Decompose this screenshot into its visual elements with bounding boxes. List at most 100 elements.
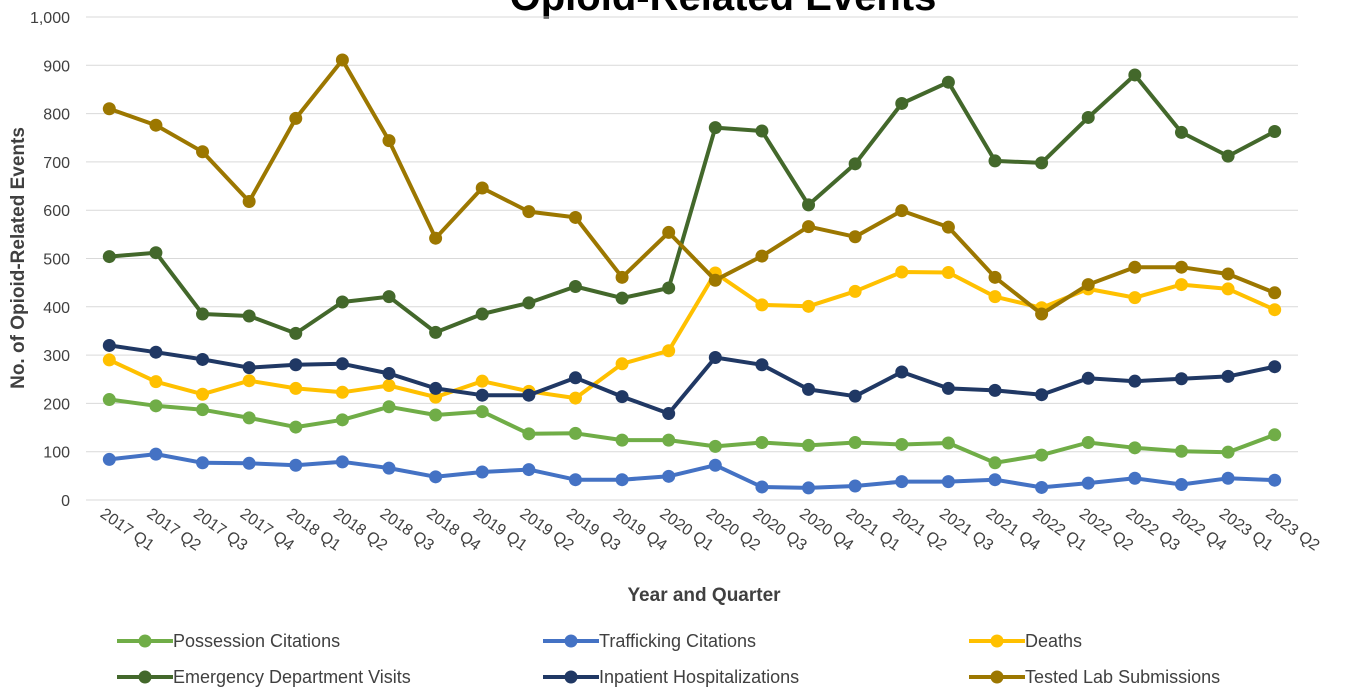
data-point	[708, 121, 722, 135]
data-point	[1174, 372, 1188, 386]
data-point	[895, 437, 909, 451]
legend-item: Inpatient Hospitalizations	[543, 667, 799, 687]
legend-item: Trafficking Citations	[543, 631, 756, 651]
data-point	[1128, 260, 1142, 274]
data-point	[289, 326, 303, 340]
data-point	[149, 375, 163, 389]
data-point	[568, 426, 582, 440]
legend-label: Emergency Department Visits	[173, 667, 411, 687]
series-line	[109, 73, 1276, 336]
data-point	[196, 403, 210, 417]
legend-label: Possession Citations	[173, 631, 340, 651]
data-point	[1081, 476, 1095, 490]
data-point	[382, 290, 396, 304]
data-point	[568, 473, 582, 487]
data-point	[475, 307, 489, 321]
series-lines	[102, 53, 1282, 495]
data-point	[895, 365, 909, 379]
data-point	[102, 102, 116, 116]
series-line	[109, 343, 1276, 416]
data-point	[289, 111, 303, 125]
data-point	[941, 220, 955, 234]
data-point	[522, 463, 536, 477]
data-point	[988, 456, 1002, 470]
data-point	[149, 399, 163, 413]
data-point	[429, 408, 443, 422]
series-line	[108, 270, 1276, 401]
data-point	[1035, 156, 1049, 170]
series-0	[102, 393, 1282, 470]
data-point	[1268, 286, 1282, 300]
data-point	[1174, 478, 1188, 492]
data-point	[1035, 480, 1049, 494]
data-point	[1035, 448, 1049, 462]
data-point	[755, 480, 769, 494]
data-point	[615, 357, 629, 371]
data-point	[335, 455, 349, 469]
data-point	[475, 465, 489, 479]
data-point	[848, 389, 862, 403]
data-point	[848, 436, 862, 450]
data-point	[1128, 374, 1142, 388]
data-point	[242, 374, 256, 388]
data-point	[1268, 303, 1282, 317]
data-point	[149, 118, 163, 132]
data-point	[335, 53, 349, 67]
data-point	[755, 124, 769, 138]
data-point	[429, 325, 443, 339]
data-point	[102, 393, 116, 407]
series-3	[102, 68, 1282, 340]
data-point	[615, 390, 629, 404]
legend-swatch-marker	[990, 670, 1004, 684]
data-point	[708, 273, 722, 287]
data-point	[802, 382, 816, 396]
y-tick-label: 200	[43, 396, 70, 413]
data-point	[149, 345, 163, 359]
data-point	[1221, 267, 1235, 281]
data-point	[988, 383, 1002, 397]
data-point	[289, 381, 303, 395]
data-point	[1221, 282, 1235, 296]
legend-label: Deaths	[1025, 631, 1082, 651]
data-point	[475, 388, 489, 402]
data-point	[802, 299, 816, 313]
data-point	[149, 447, 163, 461]
data-point	[382, 134, 396, 148]
chart-title: Opioid-Related Events	[510, 0, 937, 19]
data-point	[615, 473, 629, 487]
data-point	[568, 280, 582, 294]
data-point	[1128, 471, 1142, 485]
data-point	[522, 388, 536, 402]
data-point	[1268, 124, 1282, 138]
data-point	[895, 265, 909, 279]
data-point	[615, 291, 629, 305]
data-point	[708, 458, 722, 472]
data-point	[941, 475, 955, 489]
data-point	[895, 475, 909, 489]
y-axis-ticks: 0 100 200 300 400 500 600 700 800 900 1,000	[30, 10, 70, 510]
data-point	[755, 298, 769, 312]
data-point	[1268, 428, 1282, 442]
data-point	[615, 433, 629, 447]
legend-item: Tested Lab Submissions	[969, 667, 1220, 687]
y-tick-label: 800	[43, 107, 70, 124]
data-point	[429, 231, 443, 245]
data-point	[568, 391, 582, 405]
data-point	[662, 407, 676, 421]
data-point	[196, 387, 210, 401]
data-point	[196, 307, 210, 321]
legend-swatch-marker	[990, 634, 1004, 648]
y-tick-label: 900	[43, 58, 70, 75]
y-tick-label: 600	[43, 203, 70, 220]
data-point	[522, 296, 536, 310]
data-point	[802, 481, 816, 495]
data-point	[662, 469, 676, 483]
data-point	[568, 210, 582, 224]
data-point	[1174, 278, 1188, 292]
data-point	[382, 400, 396, 414]
series-line	[109, 397, 1276, 465]
series-1	[102, 447, 1282, 495]
